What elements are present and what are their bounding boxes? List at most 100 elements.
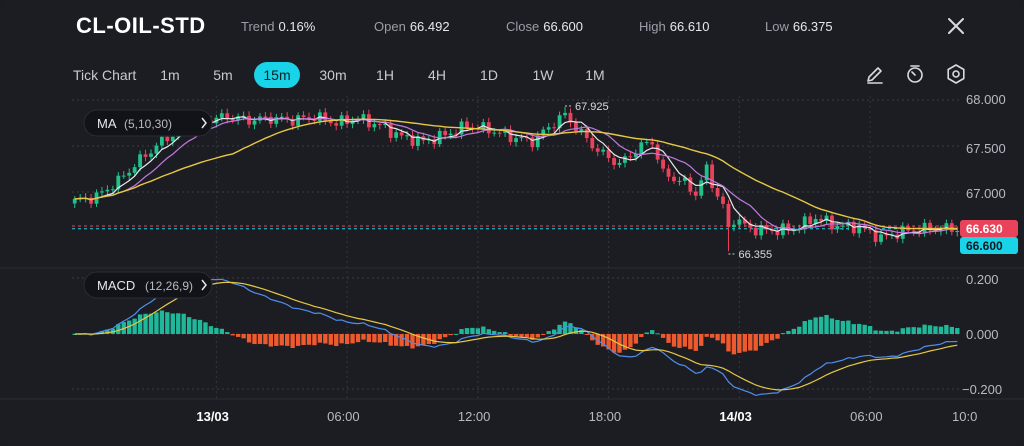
candle	[737, 219, 742, 225]
macd-bar	[824, 314, 829, 334]
candle	[584, 129, 589, 139]
chart-area[interactable]: 68.000 67.500 67.000 0.200 0.000 −0.200 …	[0, 92, 1024, 446]
tab-timeframe-4h[interactable]: 4H	[428, 67, 446, 83]
macd-bar	[459, 329, 464, 334]
candle	[574, 122, 578, 132]
low-value: 66.375	[792, 19, 833, 34]
macd-bar	[709, 334, 715, 338]
macd-bar	[306, 334, 312, 345]
candle	[519, 137, 524, 139]
candle	[247, 115, 251, 125]
macd-bar	[519, 334, 524, 338]
tab-timeframe-1m[interactable]: 1m	[160, 67, 180, 83]
macd-legend-params: (12,26,9)	[145, 279, 193, 293]
chevron-right-icon	[201, 279, 207, 291]
indicator-lines	[74, 116, 958, 397]
candle	[824, 215, 829, 221]
candle	[388, 123, 393, 138]
settings-icon[interactable]	[945, 63, 967, 85]
macd-bar	[137, 314, 143, 334]
macd-bar	[551, 329, 557, 334]
candle	[285, 116, 290, 120]
candle	[748, 223, 753, 228]
macd-bar	[726, 334, 731, 352]
low-label: Low	[765, 19, 789, 34]
price-tag-current: 66.600	[960, 237, 1018, 254]
macd-bar	[682, 334, 688, 347]
candle	[110, 189, 115, 191]
macd-bar	[339, 334, 344, 344]
high-label: High	[639, 19, 666, 34]
macd-bar	[742, 334, 747, 352]
macd-tick: 0.200	[966, 272, 999, 287]
macd-bar	[323, 334, 328, 344]
macd-bar	[208, 326, 214, 334]
macd-bar	[949, 326, 955, 334]
tab-timeframe-1d[interactable]: 1D	[480, 67, 498, 83]
tab-timeframe-1w[interactable]: 1W	[532, 67, 554, 83]
candle	[808, 216, 813, 224]
macd-bar	[263, 334, 268, 345]
timer-icon[interactable]	[904, 63, 926, 85]
candle	[857, 225, 862, 234]
macd-bar	[813, 317, 818, 334]
open-stat: Open 66.492	[374, 19, 450, 34]
macd-bar	[677, 334, 682, 348]
macd-bar	[203, 322, 208, 334]
chart-type-selector[interactable]: Tick Chart	[73, 67, 137, 83]
candle	[116, 175, 121, 190]
candle	[944, 223, 949, 231]
min-price-label: 66.355	[738, 249, 772, 261]
macd-bar	[268, 334, 274, 347]
macd-bar	[650, 330, 655, 334]
macd-bar	[889, 330, 895, 334]
candle	[350, 121, 355, 124]
macd-bar	[666, 334, 671, 343]
macd-bar	[617, 334, 622, 353]
tab-timeframe-1h[interactable]: 1H	[376, 67, 394, 83]
macd-legend[interactable]: MACD (12,26,9)	[83, 271, 213, 299]
macd-bar	[818, 316, 824, 334]
macd-bar	[317, 334, 323, 343]
max-annotation: 67.925	[565, 101, 609, 113]
candle	[399, 132, 404, 136]
macd-bar	[328, 334, 333, 345]
macd-bar	[895, 331, 900, 334]
close-icon[interactable]	[944, 14, 968, 38]
candle	[830, 215, 834, 230]
ma-legend[interactable]: MA (5,10,30)	[83, 109, 213, 137]
macd-bar	[312, 334, 317, 346]
macd-bar	[699, 334, 704, 346]
candle	[448, 133, 453, 136]
macd-bar	[911, 327, 916, 334]
candle	[775, 231, 780, 236]
macd-bar	[448, 334, 453, 336]
macd-bar	[219, 328, 224, 334]
chart-svg[interactable]: 68.000 67.500 67.000 0.200 0.000 −0.200 …	[0, 92, 1024, 446]
macd-bar	[241, 334, 246, 339]
candle	[405, 135, 409, 137]
macd-bar	[835, 319, 840, 334]
macd-bar	[383, 334, 388, 342]
grid	[0, 96, 1024, 400]
tab-timeframe-5m[interactable]: 5m	[213, 67, 233, 83]
tab-timeframe-1m[interactable]: 1M	[585, 67, 605, 83]
tab-timeframe-15m[interactable]: 15m	[254, 62, 300, 88]
candle	[328, 120, 333, 124]
macd-bar	[475, 328, 481, 334]
macd-bar	[573, 327, 579, 334]
macd-bar	[846, 320, 851, 334]
macd-bar	[671, 334, 677, 347]
macd-bar	[639, 334, 644, 338]
price-tick: 67.500	[966, 141, 1006, 156]
macd-bar	[524, 334, 530, 337]
macd-bar	[372, 334, 377, 343]
candle	[568, 112, 573, 123]
macd-bar	[530, 334, 535, 340]
min-annotation: 66.355	[728, 249, 772, 261]
candle	[465, 121, 469, 128]
draw-icon[interactable]	[864, 63, 886, 85]
macd-bar	[584, 334, 590, 335]
macd-bar	[105, 329, 110, 334]
tab-timeframe-30m[interactable]: 30m	[319, 67, 347, 83]
